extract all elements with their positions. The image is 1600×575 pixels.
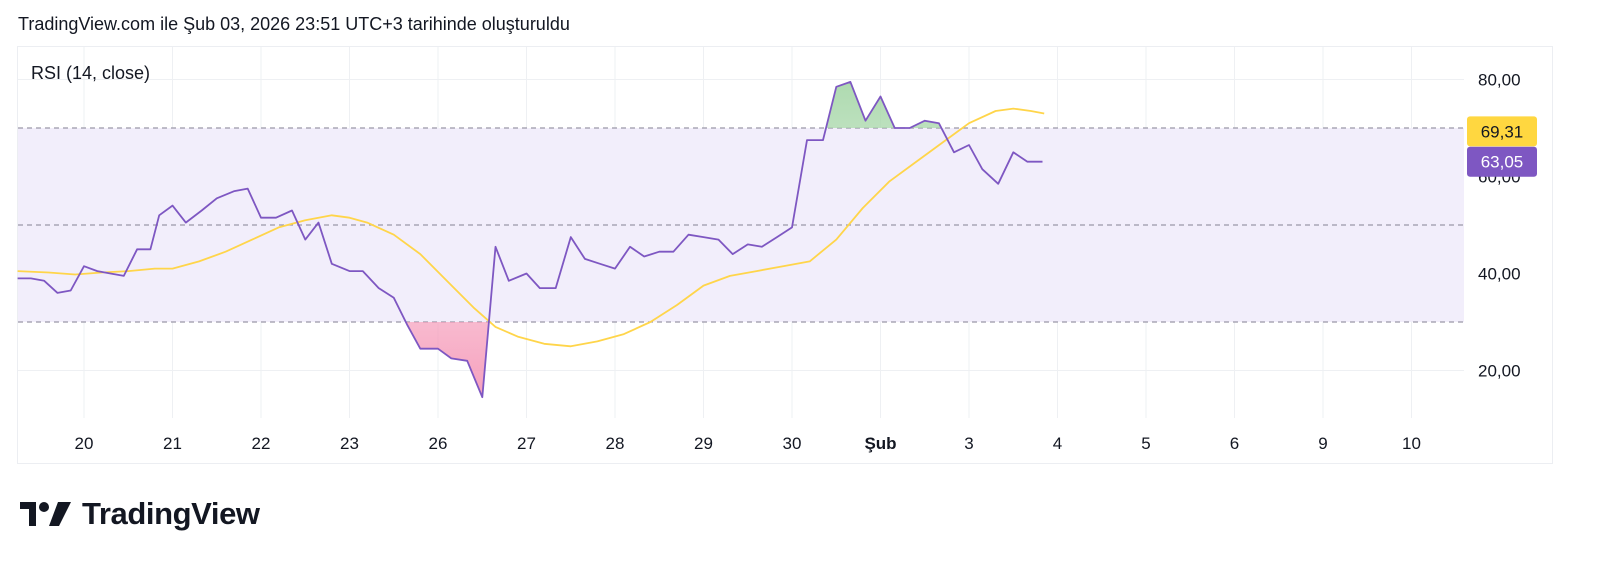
brand-name: TradingView bbox=[82, 496, 260, 531]
ma-last-value-badge-text: 69,31 bbox=[1481, 122, 1524, 141]
chart-snapshot-title: TradingView.com ile Şub 03, 2026 23:51 U… bbox=[18, 14, 570, 34]
x-axis: 20 21 22 23 26 27 28 29 30 Şub 3 4 5 6 9 10 bbox=[75, 434, 1421, 453]
extreme-fills bbox=[18, 81, 1043, 398]
overbought-fill bbox=[18, 81, 1043, 128]
x-tick-label: 28 bbox=[606, 434, 625, 453]
tradingview-logo[interactable]: TradingView bbox=[20, 496, 260, 532]
x-tick-label: 26 bbox=[429, 434, 448, 453]
chart-frame bbox=[17, 46, 1553, 464]
x-tick-label: 23 bbox=[340, 434, 359, 453]
x-tick-label: 4 bbox=[1053, 434, 1062, 453]
x-tick-label: 27 bbox=[517, 434, 536, 453]
rsi-ma-line bbox=[17, 107, 1045, 348]
rsi-line bbox=[17, 81, 1043, 399]
rsi-last-value-badge-bg bbox=[1467, 146, 1537, 177]
x-tick-label: 29 bbox=[694, 434, 713, 453]
x-tick-label: 20 bbox=[75, 434, 94, 453]
ma-last-value-badge-bg bbox=[1467, 116, 1537, 147]
last-value-badges: 69,31 63,05 bbox=[1467, 116, 1537, 177]
x-tick-label: 6 bbox=[1230, 434, 1239, 453]
indicator-title: RSI (14, close) bbox=[31, 63, 150, 83]
x-tick-label: 30 bbox=[783, 434, 802, 453]
x-tick-label: 21 bbox=[163, 434, 182, 453]
x-tick-label: 10 bbox=[1402, 434, 1421, 453]
x-tick-label: 9 bbox=[1318, 434, 1327, 453]
y-tick-label: 20,00 bbox=[1478, 362, 1521, 381]
x-tick-label: 3 bbox=[964, 434, 973, 453]
rsi-last-value-badge-text: 63,05 bbox=[1481, 153, 1524, 172]
x-tick-label: 22 bbox=[252, 434, 271, 453]
rsi-last-value-badge: 63,05 bbox=[1467, 146, 1537, 177]
x-tick-label: 5 bbox=[1141, 434, 1150, 453]
tradingview-logo-icon bbox=[20, 502, 71, 526]
x-tick-label-month: Şub bbox=[864, 434, 896, 453]
ma-last-value-badge: 69,31 bbox=[1467, 116, 1537, 147]
y-tick-label: 80,00 bbox=[1478, 71, 1521, 90]
y-tick-label: 40,00 bbox=[1478, 265, 1521, 284]
series-layer bbox=[17, 81, 1045, 399]
